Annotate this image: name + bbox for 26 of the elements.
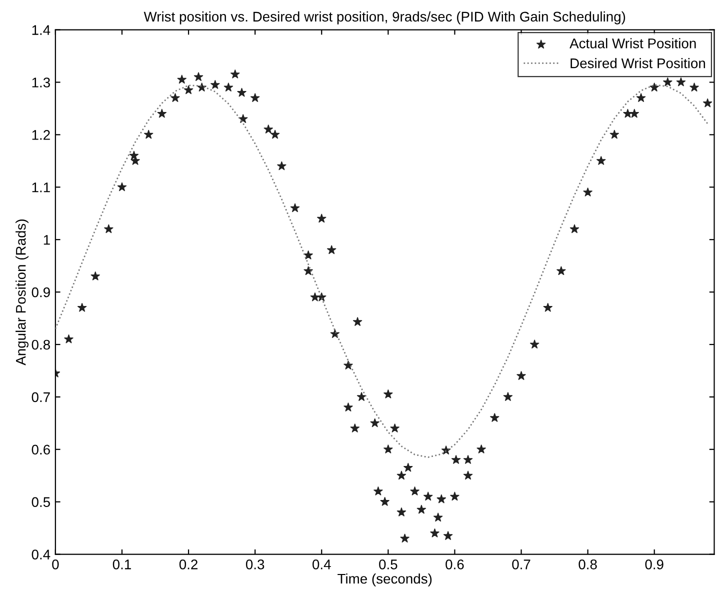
y-tick-label: 0.8 [32,340,50,350]
x-tick-label: 0.3 [246,560,264,570]
y-tick-label: 0.7 [32,392,50,402]
x-tick-label: 0 [52,560,59,570]
y-tick-label: 1.3 [32,78,50,88]
y-tick-label: 1.4 [32,25,50,35]
x-tick-label: 0.6 [446,560,464,570]
legend-label: Actual Wrist Position [570,38,696,48]
x-tick-label: 0.5 [379,560,398,570]
legend-label: Desired Wrist Position [570,58,706,68]
x-axis-title: Time (seconds) [338,573,432,586]
y-tick-label: 0.5 [32,497,50,507]
x-tick-label: 0.9 [645,560,664,570]
y-axis-title: Angular Position (Rads) [16,220,28,366]
y-tick-label: 1.1 [32,182,50,192]
y-tick-label: 0.6 [32,444,50,455]
y-tick-label: 1 [44,235,50,245]
chart-title: Wrist position vs. Desired wrist position, 9rads/sec (PID With Gain Scheduling) [144,11,626,24]
y-tick-label: 0.9 [32,287,50,298]
x-tick-label: 0.7 [512,560,530,570]
x-tick-label: 0.4 [312,560,331,570]
x-tick-label: 0.1 [112,560,131,570]
x-tick-label: 0.2 [179,560,198,570]
y-tick-label: 0.4 [32,550,50,560]
y-tick-label: 1.2 [32,130,50,140]
x-tick-label: 0.8 [578,560,597,570]
